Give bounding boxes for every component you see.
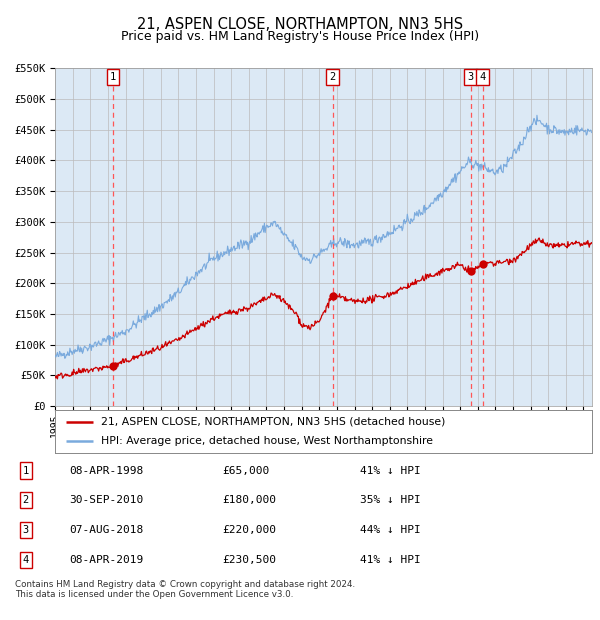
Text: 30-SEP-2010: 30-SEP-2010 [69,495,143,505]
Text: £65,000: £65,000 [222,466,269,476]
Text: 3: 3 [467,73,473,82]
Text: HPI: Average price, detached house, West Northamptonshire: HPI: Average price, detached house, West… [101,436,433,446]
Text: 41% ↓ HPI: 41% ↓ HPI [360,466,421,476]
Text: 07-AUG-2018: 07-AUG-2018 [69,525,143,535]
Text: 44% ↓ HPI: 44% ↓ HPI [360,525,421,535]
Text: Contains HM Land Registry data © Crown copyright and database right 2024.
This d: Contains HM Land Registry data © Crown c… [15,580,355,599]
Text: 4: 4 [23,555,29,565]
Text: 2: 2 [329,73,335,82]
Text: 08-APR-2019: 08-APR-2019 [69,555,143,565]
Text: £180,000: £180,000 [222,495,276,505]
Text: 41% ↓ HPI: 41% ↓ HPI [360,555,421,565]
Text: 21, ASPEN CLOSE, NORTHAMPTON, NN3 5HS (detached house): 21, ASPEN CLOSE, NORTHAMPTON, NN3 5HS (d… [101,417,445,427]
Text: 08-APR-1998: 08-APR-1998 [69,466,143,476]
Text: 3: 3 [23,525,29,535]
Text: £230,500: £230,500 [222,555,276,565]
Text: 21, ASPEN CLOSE, NORTHAMPTON, NN3 5HS: 21, ASPEN CLOSE, NORTHAMPTON, NN3 5HS [137,17,463,32]
Text: 1: 1 [110,73,116,82]
Text: 4: 4 [479,73,485,82]
Text: £220,000: £220,000 [222,525,276,535]
Text: Price paid vs. HM Land Registry's House Price Index (HPI): Price paid vs. HM Land Registry's House … [121,30,479,43]
Text: 35% ↓ HPI: 35% ↓ HPI [360,495,421,505]
Text: 2: 2 [23,495,29,505]
Text: 1: 1 [23,466,29,476]
